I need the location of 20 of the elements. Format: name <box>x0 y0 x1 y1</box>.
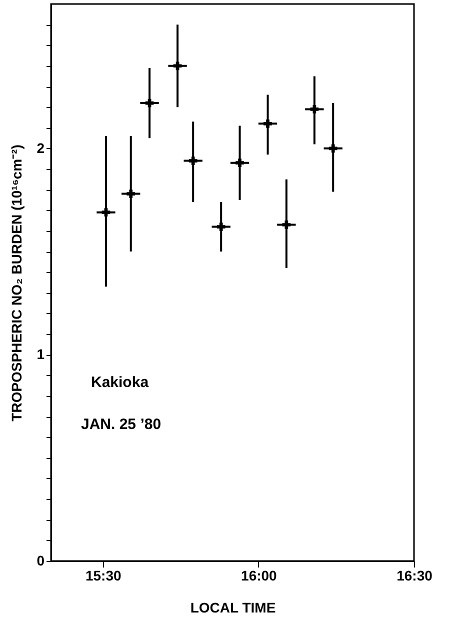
y-tick-label: 1 <box>36 346 45 362</box>
annotation: JAN. 25 ’80 <box>81 416 162 433</box>
point <box>216 222 226 231</box>
point <box>236 158 244 168</box>
y-tick-label: 2 <box>36 140 45 156</box>
annotation: Kakioka <box>91 374 150 391</box>
point <box>282 220 291 229</box>
point <box>126 190 136 198</box>
point <box>173 62 182 70</box>
x-tick-label: 16:00 <box>241 568 278 584</box>
point <box>310 105 319 114</box>
point <box>188 156 198 165</box>
point <box>264 119 272 128</box>
y-axis-title: TROPOSPHERIC NO₂ BURDEN (10¹⁶cm⁻²) <box>8 144 25 422</box>
point <box>328 144 338 153</box>
point <box>102 208 110 217</box>
x-axis-title: LOCAL TIME <box>190 600 276 616</box>
x-tick-label: 15:30 <box>85 568 122 584</box>
x-tick-label: 16:30 <box>396 568 433 584</box>
y-tick-label: 0 <box>36 552 45 568</box>
